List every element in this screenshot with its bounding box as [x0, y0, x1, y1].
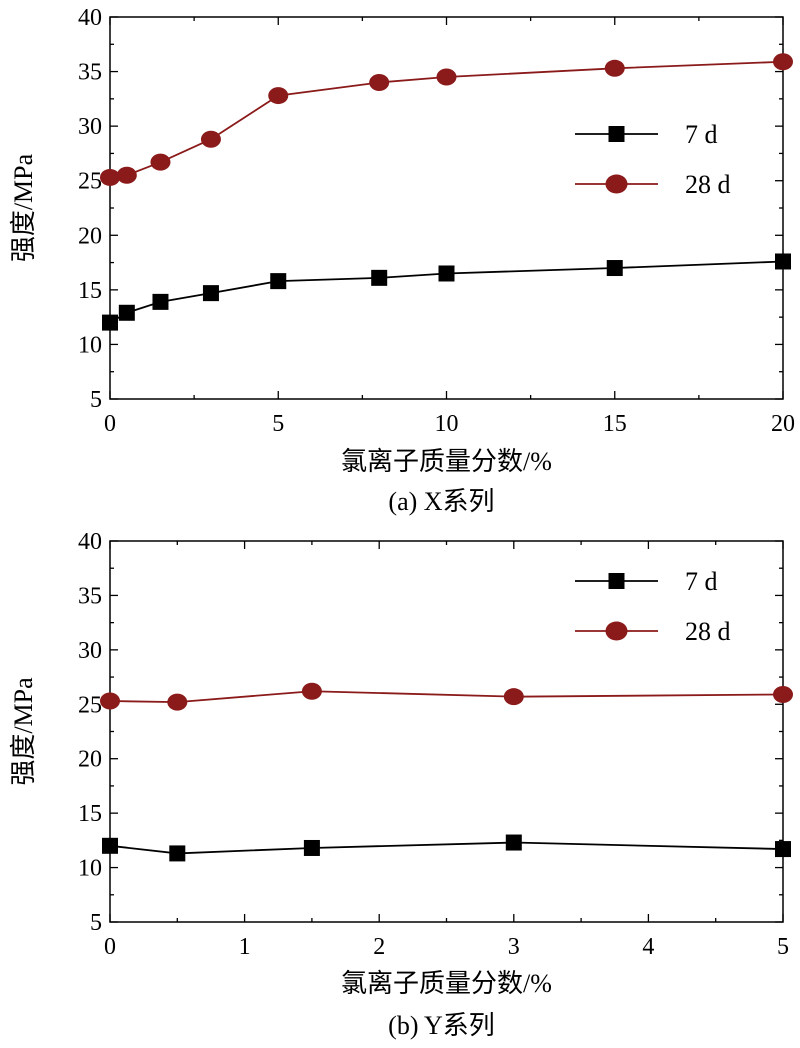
- x-tick-label: 1: [239, 934, 251, 960]
- legend-label: 7 d: [685, 120, 718, 149]
- x-tick-label: 0: [104, 411, 116, 437]
- y-tick-label: 20: [78, 747, 102, 773]
- data-point-28d: [503, 688, 524, 706]
- data-point-7d: [606, 260, 623, 277]
- data-point-28d: [100, 168, 120, 186]
- series-line-7d: [109, 841, 784, 855]
- data-point-28d: [268, 87, 289, 105]
- legend-label: 7 d: [685, 567, 718, 596]
- y-tick-label: 30: [78, 114, 102, 140]
- data-point-28d: [301, 682, 322, 700]
- x-axis-title: 氯离子质量分数/%: [341, 969, 552, 998]
- y-tick-label: 5: [90, 910, 102, 936]
- data-point-7d: [775, 841, 791, 858]
- y-tick-label: 40: [78, 5, 102, 31]
- y-tick-label: 15: [78, 801, 102, 827]
- x-tick-label: 20: [771, 411, 795, 437]
- legend-marker-7d: [608, 573, 625, 589]
- chart-panel-0: 0 5 10 15 20510152025303540氯离子质量分数/%强度/MPa(a…: [9, 5, 795, 516]
- y-tick-label: 25: [78, 692, 102, 718]
- x-tick-label: 10: [435, 411, 459, 437]
- data-point-28d: [773, 53, 793, 71]
- legend-label: 28 d: [685, 170, 731, 199]
- chart-caption: (a) X系列: [388, 487, 494, 516]
- data-point-7d: [152, 293, 169, 310]
- data-point-7d: [169, 845, 186, 862]
- data-point-28d: [604, 59, 625, 77]
- legend-label: 28 d: [685, 617, 731, 646]
- data-point-28d: [436, 68, 457, 86]
- y-tick-label: 30: [78, 638, 102, 664]
- data-point-28d: [116, 166, 137, 184]
- y-tick-label: 5: [90, 387, 102, 413]
- data-point-7d: [270, 273, 287, 290]
- data-point-7d: [303, 839, 320, 856]
- data-point-28d: [369, 73, 390, 91]
- data-point-7d: [118, 304, 135, 321]
- legend-marker-28d: [605, 174, 628, 194]
- data-point-7d: [505, 834, 522, 851]
- x-tick-label: 4: [642, 934, 654, 960]
- y-tick-label: 10: [78, 856, 102, 882]
- x-tick-label: 5: [272, 411, 284, 437]
- data-point-7d: [371, 269, 388, 286]
- x-tick-label: 15: [603, 411, 627, 437]
- data-point-7d: [202, 285, 219, 302]
- y-tick-label: 35: [78, 583, 102, 609]
- data-point-7d: [102, 314, 118, 331]
- y-axis-title: 强度/MPa: [9, 677, 38, 786]
- chart-caption: (b) Y系列: [388, 1011, 495, 1040]
- legend-marker-7d: [608, 126, 625, 142]
- data-point-28d: [100, 692, 120, 710]
- data-point-7d: [775, 253, 791, 270]
- x-tick-label: 2: [373, 934, 385, 960]
- data-point-28d: [167, 693, 188, 711]
- plot-frame: [109, 540, 784, 923]
- x-tick-label: 3: [508, 934, 520, 960]
- data-point-7d: [102, 837, 118, 854]
- data-point-28d: [150, 153, 171, 171]
- chart-panel-1: 0 1 2 3 4 5 5 10 15 20 25 30 35 40 氯离子质量分数/% 强度/MPa (b) …: [9, 529, 793, 1040]
- y-tick-label: 25: [78, 169, 102, 195]
- y-axis-title: 强度/MPa: [9, 153, 38, 262]
- y-tick-label: 10: [78, 332, 102, 358]
- y-tick-label: 35: [78, 60, 102, 86]
- y-tick-label: 20: [78, 223, 102, 249]
- legend-marker-28d: [605, 621, 628, 641]
- data-point-28d: [773, 685, 793, 703]
- x-tick-label: 0: [104, 934, 116, 960]
- data-point-28d: [200, 130, 221, 148]
- data-point-7d: [438, 265, 455, 282]
- y-tick-label: 15: [78, 278, 102, 304]
- x-tick-label: 5: [777, 934, 789, 960]
- x-axis-title: 氯离子质量分数/%: [341, 447, 552, 476]
- y-tick-label: 40: [78, 529, 102, 555]
- series-line-28d: [109, 690, 784, 704]
